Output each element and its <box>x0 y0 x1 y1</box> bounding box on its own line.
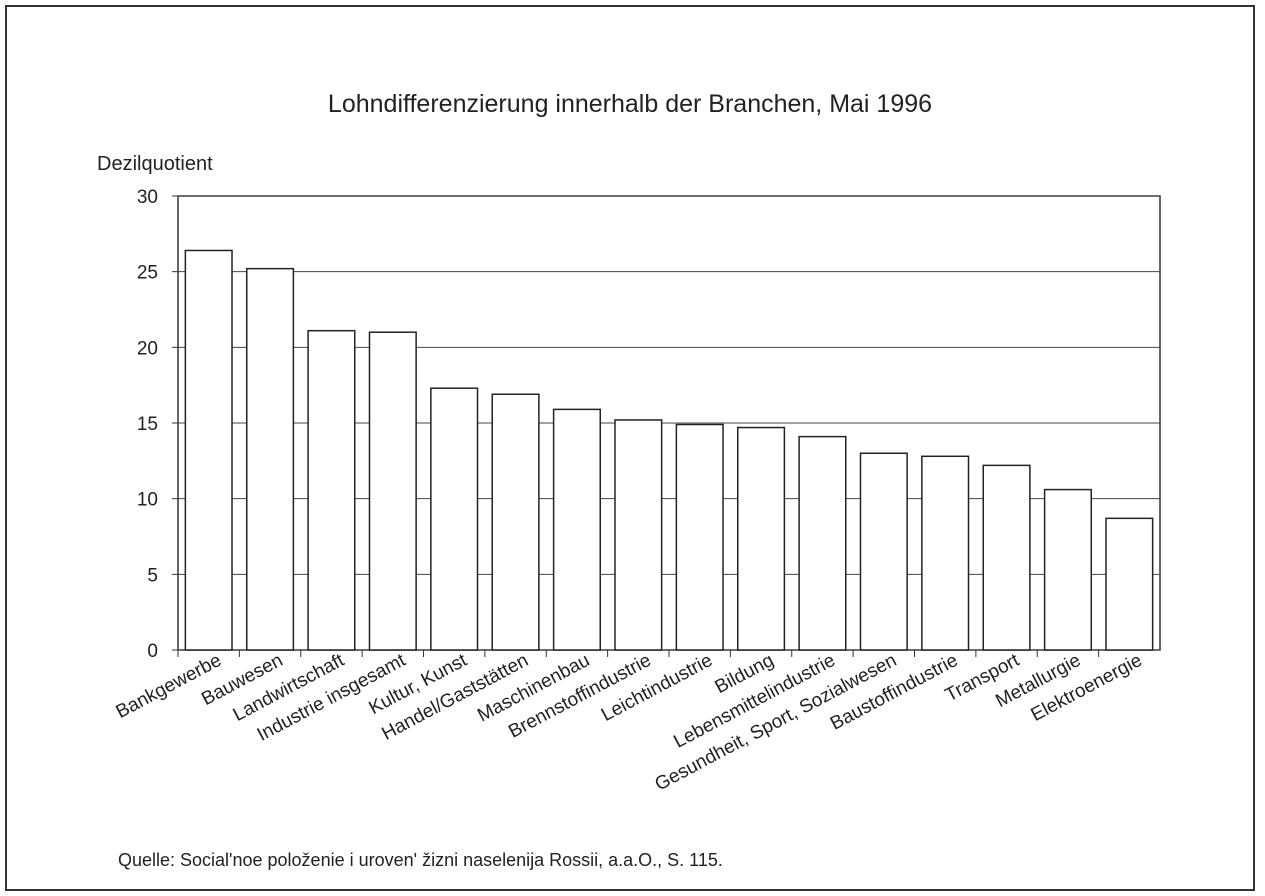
source-note: Quelle: Social'noe položenie i uroven' ž… <box>118 850 723 870</box>
bar <box>307 329 356 651</box>
bar <box>921 455 970 651</box>
y-tick-label: 20 <box>137 338 158 359</box>
bar <box>1043 488 1093 651</box>
y-tick-label: 25 <box>137 263 158 284</box>
bar <box>859 452 908 651</box>
y-axis-label: Dezilquotient <box>97 153 213 175</box>
bar <box>184 249 233 651</box>
bar <box>245 267 295 651</box>
bar <box>798 435 847 651</box>
y-tick-label: 10 <box>137 490 158 511</box>
chart-title: Lohndifferenzierung innerhalb der Branch… <box>328 90 932 118</box>
bar <box>368 331 417 651</box>
bar <box>552 408 602 651</box>
y-tick-label: 15 <box>137 414 158 435</box>
y-tick-label: 0 <box>147 641 158 662</box>
bar <box>1105 517 1154 651</box>
bar <box>614 419 663 651</box>
bar <box>491 393 540 651</box>
y-tick-label: 30 <box>137 187 158 208</box>
y-tick-label: 5 <box>147 565 158 586</box>
bar <box>736 426 786 651</box>
bar <box>982 464 1031 651</box>
bar <box>675 423 724 651</box>
bar <box>430 387 479 651</box>
